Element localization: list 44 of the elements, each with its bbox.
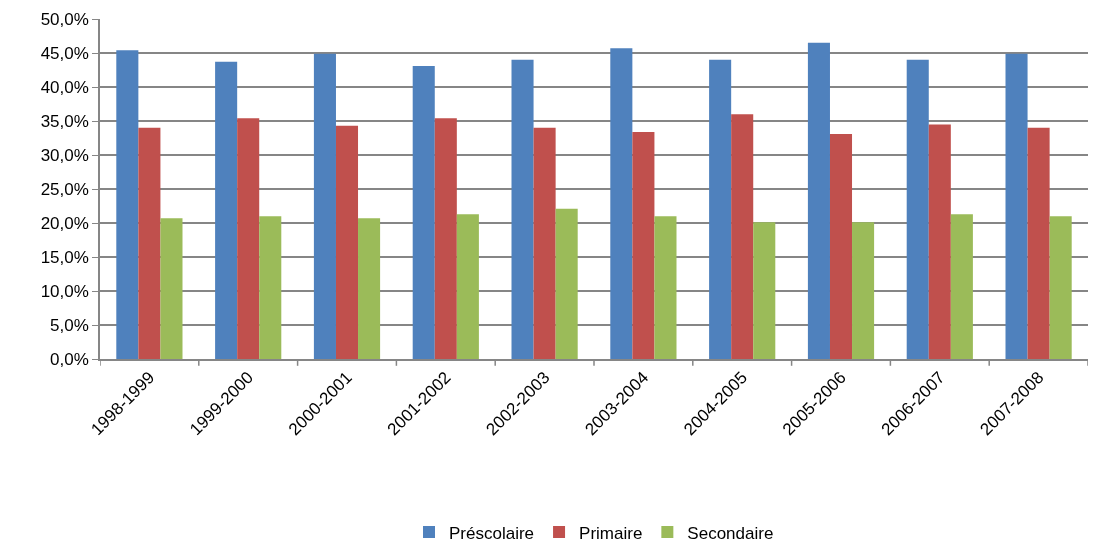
bar [852,222,875,359]
y-tick-label: 0,0% [50,349,89,369]
y-tick-label: 45,0% [40,43,89,63]
bar [555,208,578,359]
bar [632,131,655,359]
bar [237,118,260,359]
y-tick-label: 20,0% [40,213,89,233]
bar [1027,127,1050,359]
bar [753,222,776,359]
bar [116,50,139,359]
y-tick-label: 30,0% [40,145,89,165]
bar [654,216,677,359]
y-tick-label: 15,0% [40,247,89,267]
bar [412,65,435,359]
bar [358,218,381,359]
y-tick-label: 10,0% [40,281,89,301]
bar [950,214,973,359]
bar [456,214,479,359]
legend-label: Secondaire [687,523,774,543]
bar [434,118,457,359]
legend-label: Primaire [579,523,643,543]
bar [906,59,929,359]
bar [807,42,830,359]
bar [215,61,238,359]
bar [610,48,633,359]
bar [709,59,732,359]
bar [313,53,336,359]
y-tick-label: 5,0% [50,315,89,335]
bar [928,124,951,359]
legend-label: Préscolaire [449,523,535,543]
bar [731,114,754,359]
y-tick-label: 25,0% [40,179,89,199]
bar [533,127,556,359]
bar [1005,53,1028,359]
bar [335,125,359,359]
y-tick-label: 50,0% [40,9,89,29]
bar [138,127,161,359]
y-tick-label: 35,0% [40,111,89,131]
bar [259,216,282,359]
y-tick-label: 40,0% [40,77,89,97]
bar [1049,216,1072,359]
bar [829,133,853,359]
bar [511,59,534,359]
bar [160,218,183,359]
